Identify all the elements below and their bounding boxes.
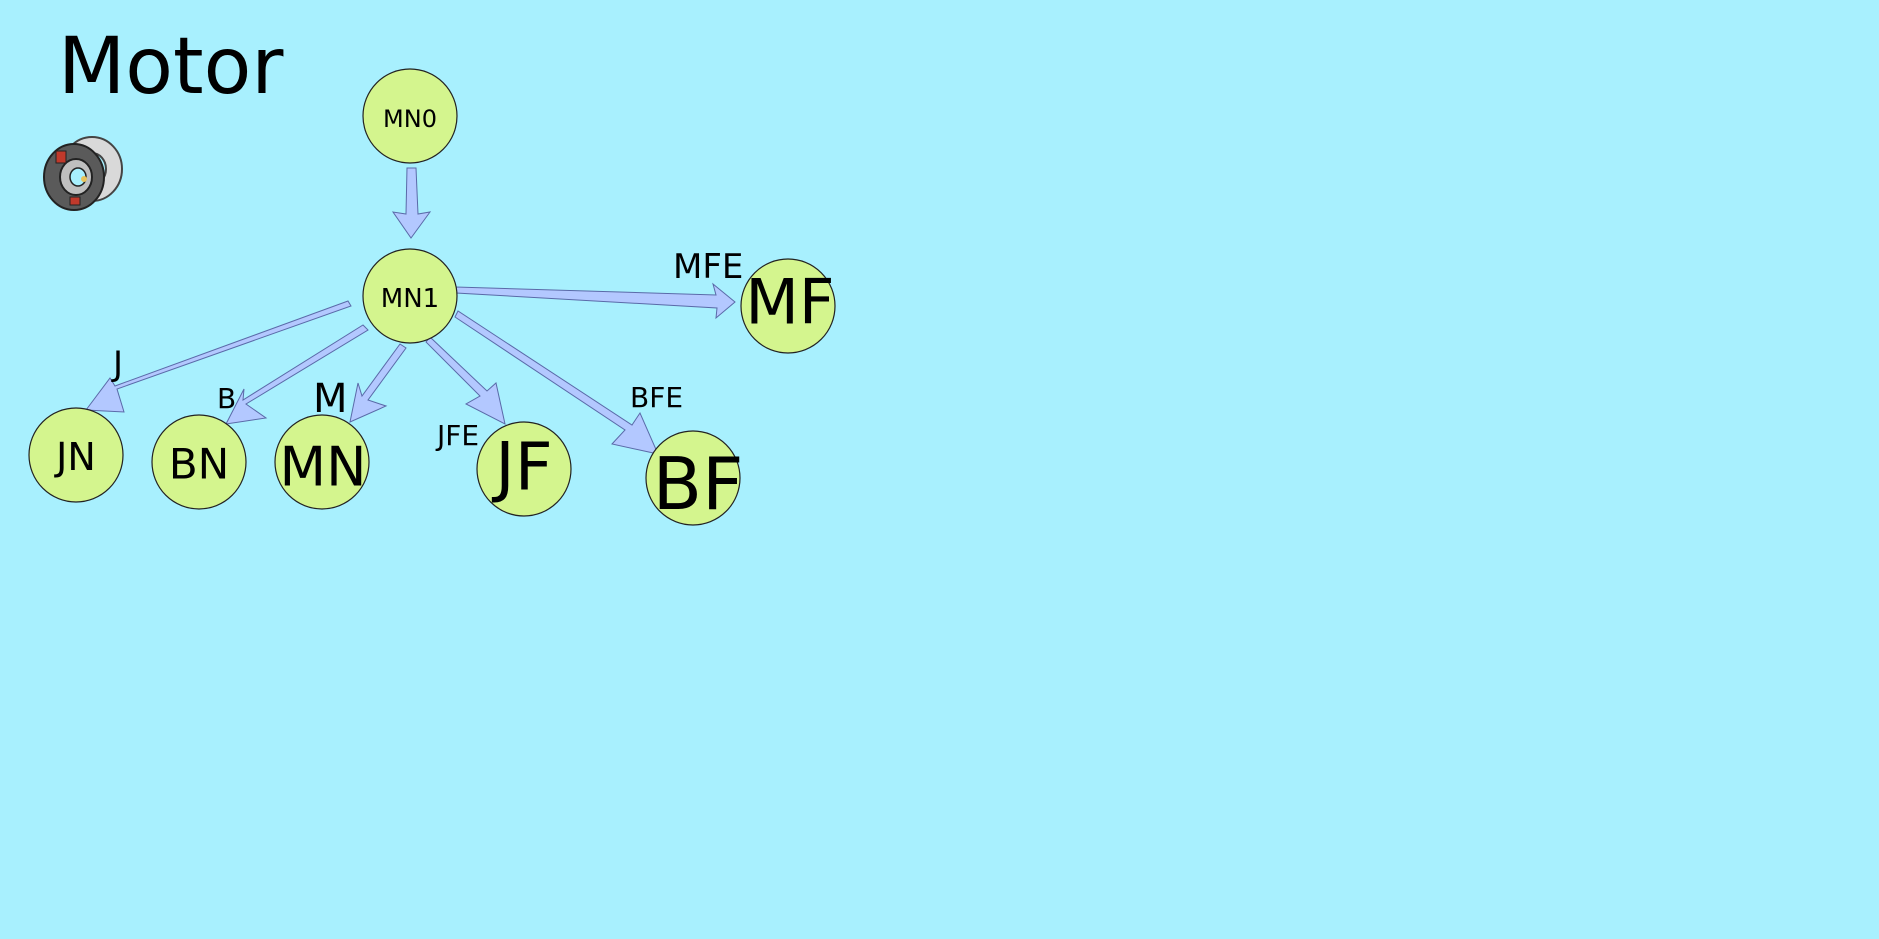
arrow-mn1-jf (425, 336, 506, 425)
node-label-bf: BF (653, 442, 744, 526)
arrow-mn1-bf (454, 310, 659, 455)
motor-bearing-icon (43, 136, 123, 211)
node-label-mn1: MN1 (381, 284, 439, 314)
edge-mn1-mf: MFE (455, 247, 743, 320)
edge-mn1-jn: J (85, 300, 352, 413)
edge-mn1-jf: JFE (425, 336, 506, 452)
node-label-jn: JN (54, 435, 96, 479)
edge-label-b: B (217, 382, 236, 415)
node-jf: JF (476, 421, 572, 517)
node-bn: BN (151, 414, 247, 510)
node-mn1: MN1 (362, 248, 458, 344)
edge-label-mfe: MFE (673, 247, 743, 287)
edge-label-j: J (111, 344, 123, 384)
node-mn0: MN0 (362, 68, 458, 164)
node-label-jf: JF (491, 429, 552, 506)
node-bf: BF (645, 430, 744, 526)
node-label-mf: MF (745, 266, 834, 339)
node-mf: MF (740, 258, 836, 354)
arrow-mn1-mn (349, 343, 407, 423)
arrow-mn1-jn (85, 300, 352, 413)
edge-mn1-bn: B (217, 324, 369, 425)
arrow-mn1-mf (455, 282, 736, 320)
node-jn: JN (28, 407, 124, 503)
edge-mn0-mn1 (391, 167, 432, 239)
node-label-mn: MN (280, 436, 367, 499)
arrow-mn1-bn (225, 324, 369, 425)
node-label-bn: BN (169, 440, 229, 489)
arrow-mn0-mn1 (391, 167, 432, 239)
edge-mn1-bf: BFE (454, 310, 683, 455)
edge-label-m: M (313, 376, 348, 422)
diagram-title: Motor (58, 22, 284, 112)
node-mn: MN (274, 414, 370, 510)
edge-label-bfe: BFE (630, 381, 683, 414)
node-label-mn0: MN0 (383, 105, 437, 133)
edge-mn1-mn: M (313, 343, 407, 423)
edge-label-jfe: JFE (435, 419, 479, 452)
